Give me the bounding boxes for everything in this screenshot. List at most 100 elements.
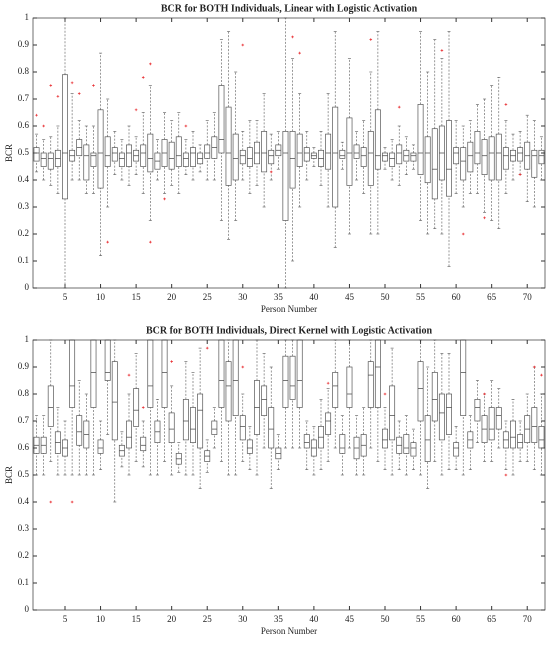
plot-frame	[32, 17, 546, 289]
box	[175, 136, 182, 167]
box	[367, 361, 374, 408]
y-tick-label: 0.6	[18, 442, 30, 452]
box	[531, 407, 538, 443]
box	[325, 412, 332, 435]
outlier	[42, 124, 45, 128]
outlier	[149, 62, 152, 66]
box	[332, 372, 339, 408]
y-tick-label: 0.2	[18, 550, 29, 560]
box	[431, 128, 438, 200]
y-tick-label: 0.7	[18, 415, 30, 425]
box	[353, 144, 360, 159]
box	[360, 147, 367, 167]
box	[69, 339, 76, 408]
box	[104, 136, 111, 167]
box	[168, 412, 175, 443]
box	[111, 147, 118, 162]
box	[140, 144, 147, 167]
box	[296, 133, 303, 167]
box	[33, 147, 40, 162]
box	[446, 120, 452, 197]
y-tick-label: 0.8	[18, 66, 30, 76]
x-tick-label: 40	[309, 292, 319, 302]
outlier	[440, 49, 444, 52]
outlier	[35, 113, 38, 117]
box	[268, 407, 275, 449]
box	[417, 104, 424, 175]
box	[517, 147, 524, 162]
y-tick-label: 0.2	[18, 228, 29, 238]
box	[147, 339, 154, 408]
outlier	[134, 108, 138, 112]
outlier	[149, 240, 152, 244]
y-axis-label: BCR	[4, 466, 14, 484]
box	[204, 144, 211, 159]
outlier	[56, 95, 60, 98]
outlier	[504, 473, 508, 477]
outlier	[70, 81, 74, 85]
box	[431, 372, 438, 422]
box	[282, 355, 289, 408]
plot-frame	[32, 339, 546, 611]
y-tick-label: 0.4	[18, 174, 30, 184]
box	[424, 136, 431, 184]
x-tick-label: 15	[132, 614, 142, 624]
y-tick-label: 0.9	[18, 39, 30, 49]
outlier	[49, 84, 53, 87]
x-tick-label: 65	[487, 292, 497, 302]
x-tick-label: 50	[381, 292, 391, 302]
box	[133, 388, 140, 427]
box	[239, 149, 246, 165]
box	[389, 152, 396, 167]
box	[410, 442, 417, 457]
box	[453, 147, 460, 165]
outlier	[533, 365, 536, 369]
box	[83, 144, 90, 181]
outlier	[241, 365, 245, 369]
box	[182, 152, 189, 167]
outlier	[291, 35, 294, 39]
box	[246, 147, 253, 167]
outlier	[163, 197, 166, 201]
box	[453, 442, 460, 457]
box	[474, 131, 481, 165]
outlier	[540, 373, 543, 377]
x-tick-label: 10	[96, 614, 106, 624]
y-tick-label: 0.5	[18, 147, 30, 157]
x-tick-label: 55	[416, 614, 426, 624]
y-tick-label: 0.7	[18, 93, 30, 103]
y-tick-label: 0.5	[18, 469, 30, 479]
outlier	[483, 216, 486, 220]
box	[403, 434, 410, 454]
box	[332, 106, 339, 208]
box	[90, 152, 97, 167]
box	[510, 420, 516, 449]
outlier	[106, 240, 109, 244]
outlier	[369, 38, 373, 41]
box	[118, 152, 125, 167]
box	[538, 426, 545, 449]
chart-title: BCR for BOTH Individuals, Linear with Lo…	[161, 3, 418, 14]
x-tick-label: 55	[416, 292, 426, 302]
box	[417, 361, 424, 422]
box	[190, 147, 196, 167]
x-tick-label: 60	[452, 292, 462, 302]
outlier	[70, 500, 74, 504]
x-tick-label: 20	[167, 292, 177, 302]
box	[90, 339, 97, 408]
outlier	[170, 360, 173, 363]
box	[225, 361, 232, 422]
box	[389, 385, 396, 441]
x-tick-label: 25	[203, 614, 213, 624]
outlier	[127, 373, 131, 377]
x-tick-label: 60	[452, 614, 462, 624]
y-tick-label: 0.6	[18, 120, 30, 130]
x-tick-label: 40	[309, 614, 319, 624]
box	[374, 109, 381, 170]
x-tick-label: 10	[96, 292, 106, 302]
box	[104, 339, 111, 381]
x-tick-label: 65	[487, 614, 497, 624]
outlier	[504, 103, 508, 106]
box	[367, 131, 374, 186]
outlier	[269, 170, 273, 174]
